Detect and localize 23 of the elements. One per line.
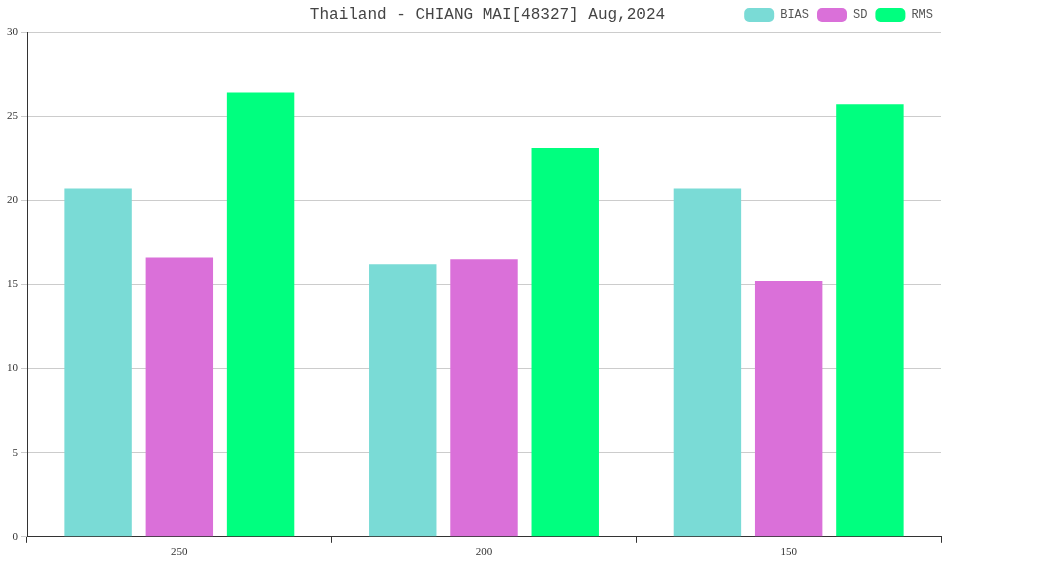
bar	[754, 281, 823, 537]
bar	[673, 188, 742, 537]
bar	[369, 264, 437, 537]
bar	[64, 188, 132, 537]
bar	[226, 92, 295, 537]
bar	[450, 259, 518, 537]
y-tick-label: 0	[12, 529, 19, 542]
bar	[531, 148, 599, 537]
y-tick-label: 10	[7, 361, 19, 374]
chart-title: Thailand - CHIANG MAI[48327] Aug,2024	[309, 6, 666, 24]
legend-label: BIAS	[780, 8, 809, 23]
x-tick-label: 150	[780, 545, 798, 558]
legend-label: RMS	[911, 8, 934, 23]
legend-label: SD	[852, 8, 868, 23]
x-tick-label: 200	[475, 545, 493, 558]
y-tick-label: 30	[7, 24, 19, 37]
bar	[145, 257, 214, 537]
y-tick-label: 20	[7, 193, 19, 206]
x-tick-label: 250	[171, 545, 189, 558]
y-tick-label: 5	[12, 445, 19, 458]
y-tick-label: 25	[7, 109, 19, 122]
bar	[836, 104, 904, 537]
y-tick-label: 15	[7, 277, 19, 290]
